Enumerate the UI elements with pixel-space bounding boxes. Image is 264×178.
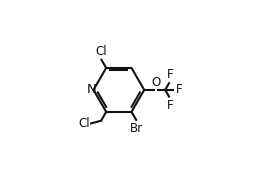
Text: F: F <box>166 68 173 81</box>
Text: F: F <box>166 99 173 112</box>
Text: Cl: Cl <box>78 117 90 130</box>
Text: O: O <box>151 76 161 89</box>
Text: N: N <box>87 83 97 96</box>
Text: Br: Br <box>130 122 143 135</box>
Text: Cl: Cl <box>95 45 107 58</box>
Text: F: F <box>176 83 182 96</box>
